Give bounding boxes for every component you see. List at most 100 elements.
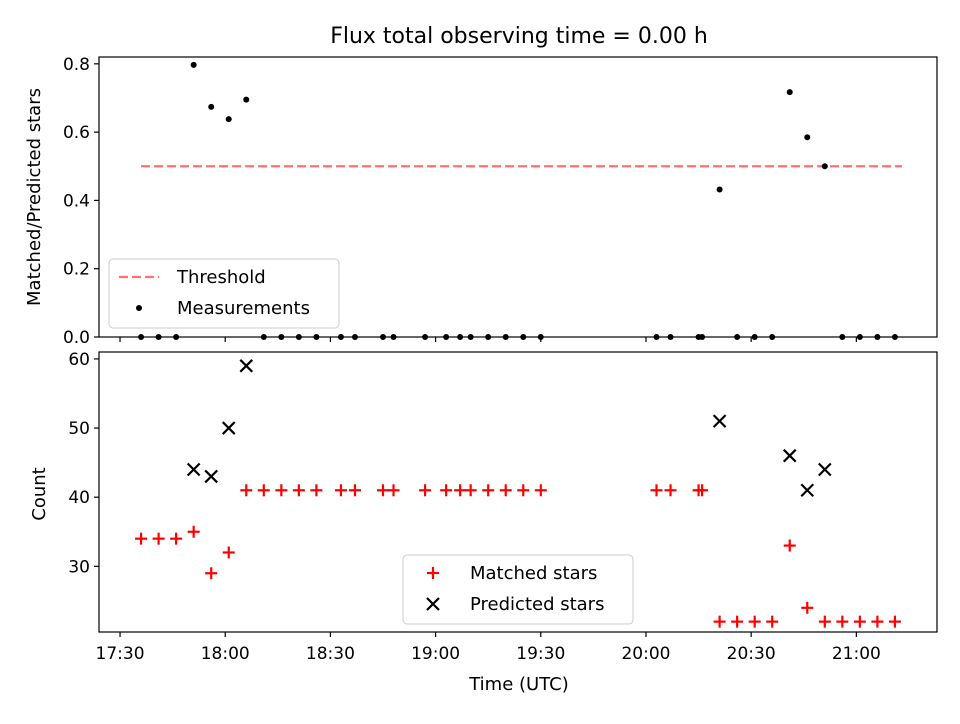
matched-star-point — [713, 615, 726, 628]
top-y-tick-label: 0.2 — [63, 260, 90, 280]
matched-star-point — [836, 615, 849, 628]
matched-star-point — [275, 484, 288, 497]
matched-star-point — [888, 615, 901, 628]
matched-star-point — [310, 484, 323, 497]
bottom-x-tick-label: 17:30 — [96, 644, 145, 664]
legend-matched-label: Matched stars — [470, 563, 597, 584]
legend-predicted-label: Predicted stars — [470, 594, 604, 615]
bottom-x-tick-label: 18:30 — [306, 644, 355, 664]
matched-star-point — [731, 615, 744, 628]
measurement-point — [173, 334, 180, 340]
top-y-tick-label: 0.4 — [63, 191, 90, 211]
bottom-y-tick-label: 30 — [68, 557, 90, 577]
measurement-point — [653, 334, 660, 340]
chart-title: Flux total observing time = 0.00 h — [330, 24, 708, 49]
legend-predicted-swatch — [426, 597, 440, 611]
matched-star-point — [783, 539, 796, 552]
measurement-point — [457, 334, 464, 340]
measurement-point — [891, 334, 898, 340]
bottom-panel: Count Time (UTC) 30 40 50 60 17:30 18:00 18:3… — [29, 350, 938, 695]
bottom-x-tick-label: 20:30 — [727, 644, 776, 664]
bottom-y-axis-label: Count — [29, 467, 50, 520]
matched-star-point — [534, 484, 547, 497]
measurement-point — [751, 334, 758, 340]
matched-star-point — [240, 484, 253, 497]
measurement-point — [667, 334, 674, 340]
bottom-y-ticks: 30 40 50 60 — [68, 350, 99, 577]
matched-star-point — [871, 615, 884, 628]
bottom-y-tick-label: 40 — [68, 488, 90, 508]
measurement-point — [260, 334, 267, 340]
matched-star-point — [348, 484, 361, 497]
measurement-point — [467, 334, 474, 340]
bottom-x-axis-label: Time (UTC) — [468, 674, 569, 695]
matched-star-point — [292, 484, 305, 497]
measurement-point — [874, 334, 881, 340]
measurement-point — [313, 334, 320, 340]
measurement-point — [351, 334, 358, 340]
measurement-point — [520, 334, 527, 340]
matched-star-point — [257, 484, 270, 497]
measurement-point — [443, 334, 450, 340]
bottom-x-tick-label: 19:00 — [411, 644, 460, 664]
predicted-star-point — [239, 359, 254, 373]
matched-star-point — [205, 567, 218, 580]
matched-star-point — [517, 484, 530, 497]
bottom-x-tick-label: 19:30 — [516, 644, 565, 664]
matched-star-point — [748, 615, 761, 628]
measurement-point — [821, 163, 828, 170]
predicted-star-point — [221, 421, 236, 435]
top-plot-frame — [98, 56, 938, 338]
legend-matched-swatch — [427, 567, 439, 579]
matched-star-point — [222, 546, 235, 559]
measurement-point — [716, 186, 723, 193]
measurement-point — [390, 334, 397, 340]
bottom-x-tick-label: 18:00 — [201, 644, 250, 664]
predicted-star-point — [712, 414, 727, 428]
top-legend-box — [108, 258, 340, 329]
measurement-point — [537, 334, 544, 340]
measurement-point — [138, 334, 145, 340]
matched-star-point — [696, 484, 709, 497]
measurement-points — [138, 61, 898, 340]
measurement-point — [155, 334, 162, 340]
top-y-tick-label: 0.0 — [63, 328, 90, 348]
matched-star-points — [135, 484, 901, 628]
bottom-plot-frame — [98, 351, 938, 633]
top-panel: Matched/Predicted stars 0.00.20.40.60.8 … — [24, 55, 938, 348]
bottom-legend-box — [402, 554, 634, 625]
measurement-point — [699, 334, 706, 340]
matched-star-point — [152, 532, 165, 545]
measurement-point — [502, 334, 509, 340]
predicted-star-point — [186, 462, 201, 477]
matched-star-point — [419, 484, 432, 497]
bottom-legend: Matched stars Predicted stars — [402, 554, 634, 625]
bottom-x-ticks: 17:30 18:00 18:30 19:00 19:30 20:00 20:30 21:00 — [96, 632, 881, 664]
top-y-axis-label: Matched/Predicted stars — [24, 88, 45, 306]
matched-star-point — [170, 532, 183, 545]
bottom-x-tick-label: 21:00 — [832, 644, 881, 664]
measurement-point — [786, 89, 793, 96]
matched-star-point — [135, 532, 148, 545]
matched-star-point — [464, 484, 477, 497]
predicted-star-point — [800, 483, 815, 498]
measurement-point — [485, 334, 492, 340]
top-y-tick-label: 0.6 — [63, 123, 90, 143]
matched-star-point — [440, 484, 453, 497]
top-y-ticks: 0.0 0.2 0.4 0.6 0.8 — [63, 55, 99, 348]
measurement-point — [380, 334, 387, 340]
measurement-point — [225, 116, 232, 123]
predicted-star-points — [186, 359, 832, 498]
measurement-point — [190, 61, 197, 68]
measurement-point — [243, 96, 250, 103]
measurement-point — [337, 334, 344, 340]
bottom-y-tick-label: 60 — [68, 350, 90, 370]
top-x-ticks — [119, 337, 857, 342]
measurement-point — [856, 334, 863, 340]
top-y-tick-label: 0.8 — [63, 55, 90, 75]
measurement-point — [734, 334, 741, 340]
measurement-point — [208, 103, 215, 110]
measurement-point — [839, 334, 846, 340]
legend-threshold-label: Threshold — [176, 267, 266, 288]
